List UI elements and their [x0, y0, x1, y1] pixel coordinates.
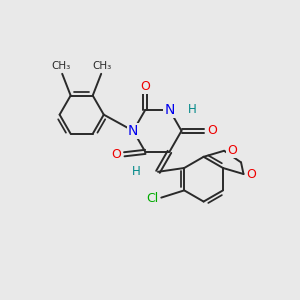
Text: N: N	[164, 103, 175, 117]
Text: O: O	[247, 168, 256, 181]
Text: CH₃: CH₃	[92, 61, 111, 71]
Text: Cl: Cl	[146, 192, 158, 205]
Text: O: O	[111, 148, 121, 161]
Text: O: O	[227, 144, 237, 157]
Text: H: H	[132, 165, 141, 178]
Text: CH₃: CH₃	[51, 61, 70, 71]
Text: O: O	[207, 124, 217, 137]
Text: H: H	[188, 103, 196, 116]
Text: N: N	[128, 124, 138, 138]
Text: O: O	[140, 80, 150, 93]
